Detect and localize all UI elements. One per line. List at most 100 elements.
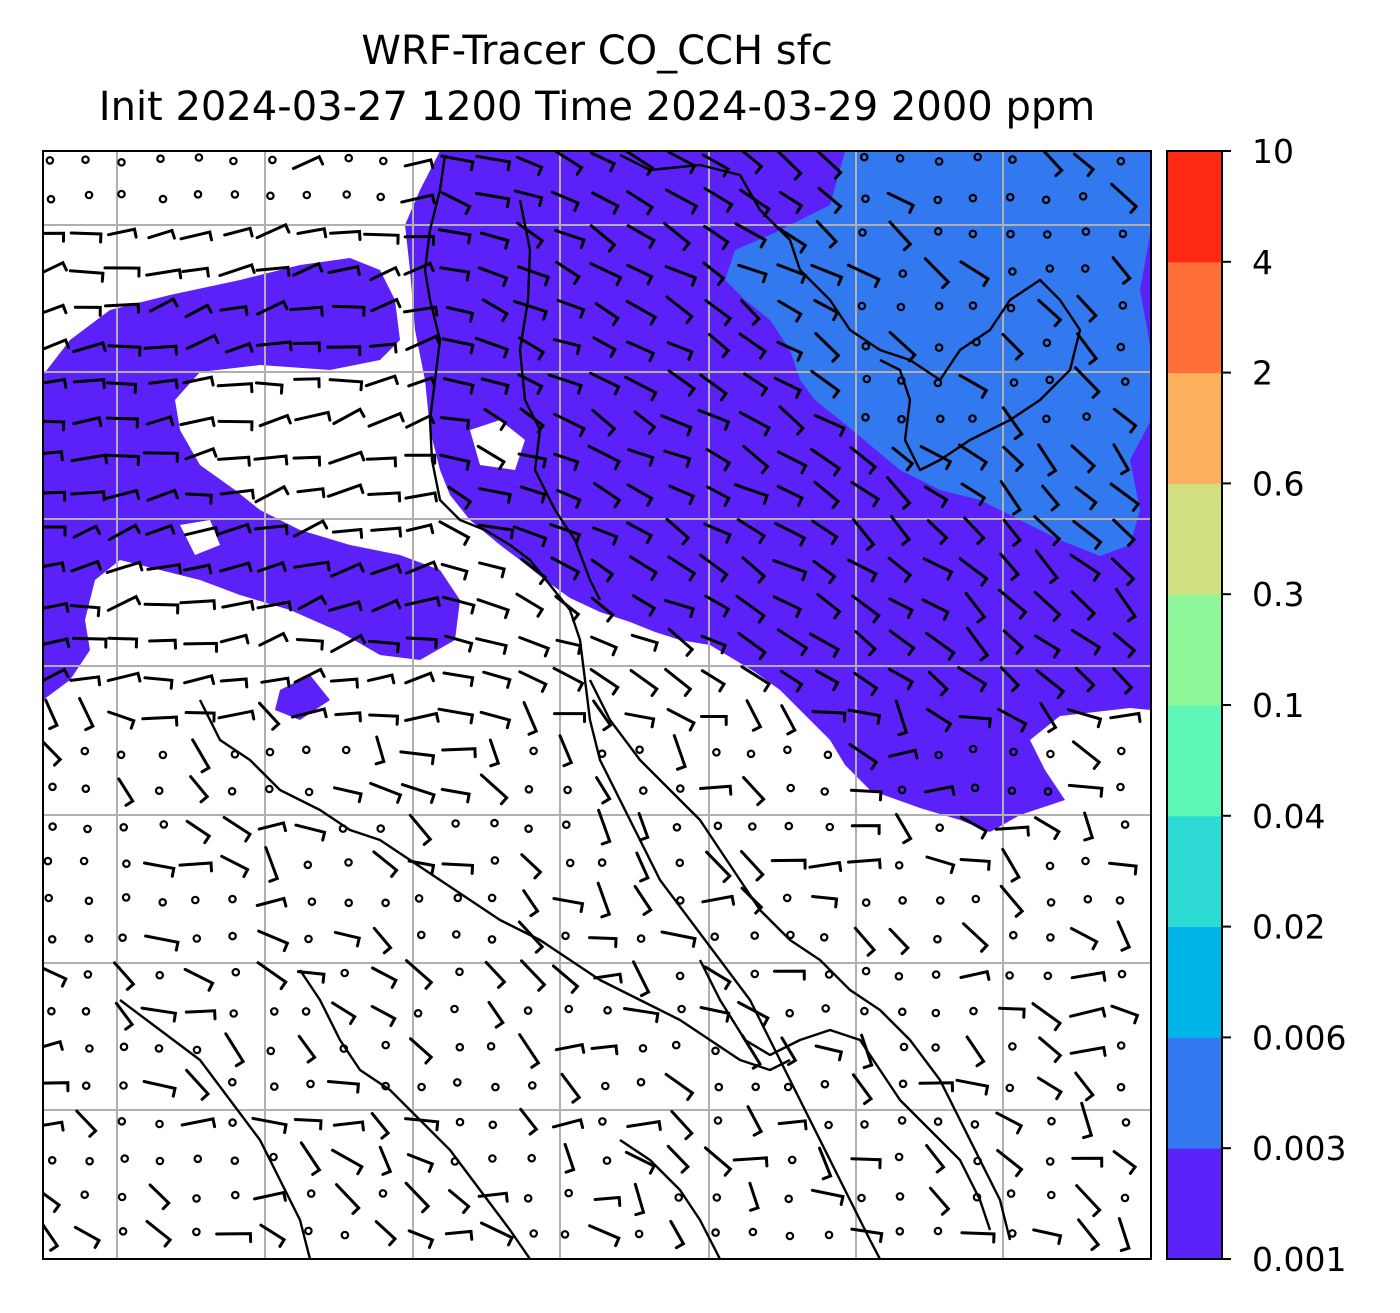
wind-barb (746, 1105, 764, 1137)
calm-wind-marker (713, 821, 723, 831)
wind-barb (517, 920, 545, 954)
wind-barb (403, 234, 435, 246)
wind-barb (626, 263, 654, 286)
wind-barb (219, 633, 250, 645)
wind-barb (254, 381, 284, 395)
calm-wind-marker (714, 1082, 724, 1092)
calm-wind-marker (266, 1046, 276, 1056)
wind-barb (444, 634, 474, 653)
wind-barb (814, 1044, 844, 1062)
wind-barb (734, 222, 768, 249)
wind-barb (1075, 1184, 1102, 1218)
wind-barb (69, 604, 101, 618)
wind-barb (888, 927, 910, 955)
wind-barb (479, 231, 510, 250)
wind-barb (593, 482, 622, 509)
wind-barb (958, 557, 989, 587)
wind-barb (328, 378, 364, 392)
calm-wind-marker (118, 933, 127, 943)
wind-barb (370, 1004, 397, 1028)
wind-barb (404, 671, 435, 685)
wind-barb (594, 302, 620, 327)
wind-barb (701, 153, 731, 178)
wind-barb (106, 381, 138, 394)
wind-barb (330, 561, 365, 578)
wind-barb (477, 1191, 509, 1203)
wind-barb (369, 781, 403, 804)
wind-barb (185, 819, 212, 845)
wind-barb (515, 155, 544, 177)
wind-barb (72, 377, 106, 390)
wind-barb (366, 673, 396, 685)
wind-barb (887, 556, 913, 583)
wind-barb (737, 631, 767, 661)
wind-barb (999, 480, 1023, 516)
wind-barb (402, 305, 439, 317)
colorbar-segment (1167, 815, 1222, 928)
wind-barb (368, 713, 400, 726)
wind-barb (374, 735, 386, 766)
calm-wind-marker (634, 1229, 644, 1239)
wind-barb (367, 639, 401, 654)
calm-wind-marker (1120, 820, 1130, 829)
calm-wind-marker (787, 1155, 797, 1165)
wind-barb (995, 1111, 1024, 1135)
wind-barb (960, 482, 987, 507)
wind-barb (437, 707, 475, 725)
wind-barb (518, 336, 546, 361)
calm-wind-marker (488, 1120, 498, 1130)
wind-barb (145, 268, 183, 280)
wind-barb (117, 777, 135, 807)
calm-wind-marker (47, 934, 57, 944)
calm-wind-marker (1007, 786, 1017, 796)
wind-barb (850, 824, 881, 836)
wind-barb (1080, 1101, 1094, 1140)
calm-wind-marker (378, 156, 388, 166)
calm-wind-marker (561, 820, 571, 830)
wind-barb (405, 334, 441, 351)
colorbar-tick-label: 0.1 (1252, 686, 1304, 725)
wind-barb (255, 265, 291, 277)
wind-barb (258, 701, 281, 731)
calm-wind-marker (1116, 342, 1126, 352)
calm-wind-marker (820, 787, 830, 796)
wind-barb (997, 707, 1028, 733)
wind-barb (563, 1142, 576, 1174)
wind-barb (595, 776, 612, 805)
wind-barb (847, 708, 882, 725)
wind-barb (888, 330, 917, 363)
wind-barb (251, 1116, 288, 1135)
wind-barb (811, 710, 847, 723)
wind-barb (635, 851, 650, 883)
wind-barb (1035, 669, 1066, 700)
calm-wind-marker (675, 858, 685, 868)
wind-barb (184, 492, 213, 505)
calm-wind-marker (1043, 787, 1053, 796)
calm-wind-marker (85, 1156, 94, 1166)
calm-wind-marker (933, 1117, 943, 1126)
calm-wind-marker (451, 930, 461, 939)
calm-wind-marker (972, 337, 981, 347)
wind-barb (777, 299, 803, 323)
map-frame (42, 150, 1152, 1260)
calm-wind-marker (120, 1154, 130, 1163)
wind-barb (256, 600, 293, 612)
wind-barb (114, 1001, 135, 1031)
wind-barb (43, 338, 71, 351)
wind-barb (1111, 256, 1132, 285)
calm-wind-marker (564, 1188, 574, 1198)
wind-barb (329, 229, 362, 241)
wind-barb (959, 260, 991, 288)
wind-barb (552, 666, 585, 692)
calm-wind-marker (338, 824, 348, 833)
calm-wind-marker (748, 1227, 758, 1237)
wind-barb (179, 599, 216, 611)
wind-barb (442, 671, 475, 688)
calm-wind-marker (487, 935, 497, 944)
wind-barb (704, 594, 731, 618)
wind-barb (554, 1042, 586, 1054)
calm-wind-marker (783, 745, 792, 755)
wind-barb (103, 266, 141, 278)
calm-wind-marker (671, 1040, 681, 1050)
calm-wind-marker (821, 1004, 831, 1013)
